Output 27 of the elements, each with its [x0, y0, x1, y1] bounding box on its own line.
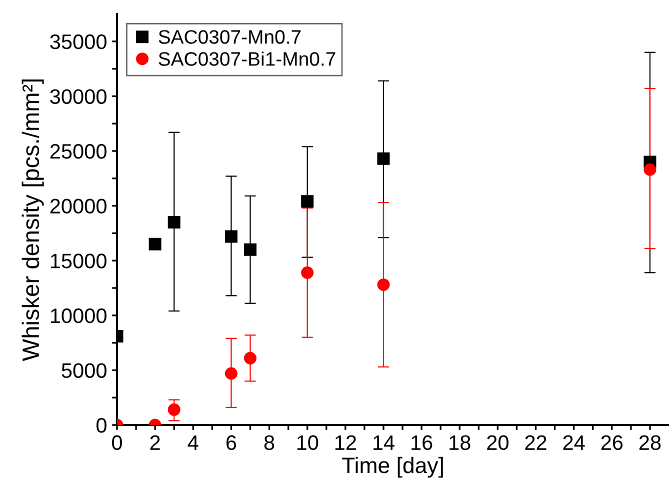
x-tick-label: 4 [188, 435, 198, 450]
y-tick-label: 25000 [50, 144, 106, 159]
x-tick-label: 18 [450, 435, 470, 450]
x-tick-label: 2 [150, 435, 160, 450]
x-tick-label: 26 [601, 435, 623, 450]
y-tick-label: 30000 [50, 89, 106, 104]
x-tick-label: 20 [487, 435, 508, 450]
x-tick-label: 12 [335, 435, 356, 450]
x-tick-label: 28 [639, 435, 661, 450]
legend-label: SAC0307-Bi1-Mn0.7 [158, 52, 336, 66]
y-tick-label: 10000 [50, 308, 106, 324]
y-tick-label: 5000 [62, 363, 106, 378]
x-tick-label: 6 [226, 435, 236, 450]
y-tick-label: 0 [96, 418, 106, 433]
y-axis-title: Whisker density [pcs./mm²] [22, 79, 44, 362]
x-tick-label: 0 [112, 435, 122, 450]
y-tick-label: 35000 [50, 34, 106, 50]
x-tick-label: 16 [412, 435, 432, 450]
x-axis-title: Time [day] [342, 456, 443, 478]
x-tick-label: 10 [297, 435, 318, 450]
x-tick-label: 24 [563, 435, 585, 450]
x-tick-label: 8 [264, 435, 274, 450]
x-tick-label: 22 [525, 435, 546, 450]
legend-label: SAC0307-Mn0.7 [158, 30, 301, 44]
y-tick-label: 15000 [50, 254, 106, 268]
y-tick-label: 20000 [50, 198, 106, 214]
x-tick-label: 14 [373, 435, 394, 450]
